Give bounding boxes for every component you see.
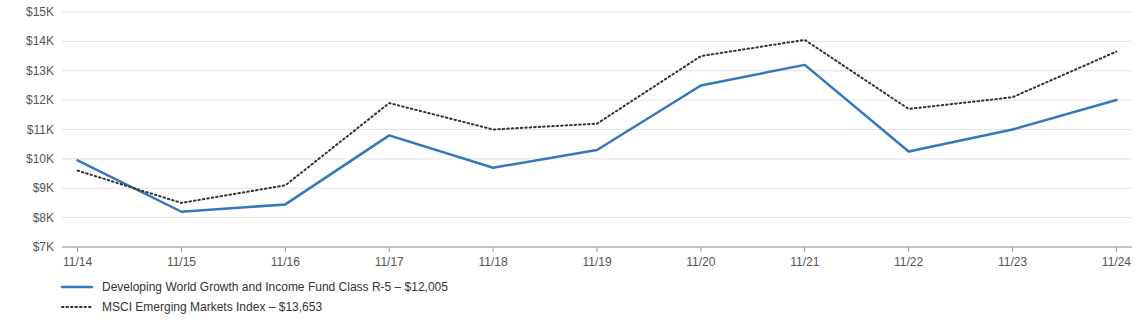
y-tick-label: $13K <box>26 64 54 78</box>
x-tick <box>77 247 78 252</box>
plot-area <box>78 40 1117 212</box>
y-tick-label: $11K <box>27 123 54 137</box>
legend-label: MSCI Emerging Markets Index – $13,653 <box>102 300 322 314</box>
legend-label: Developing World Growth and Income Fund … <box>102 280 448 294</box>
y-tick-label: $7K <box>33 240 54 254</box>
x-tick <box>804 247 805 252</box>
x-tick <box>1116 247 1117 252</box>
y-tick-label: $8K <box>33 211 54 225</box>
series-line <box>78 40 1117 203</box>
x-tick-label: 11/20 <box>686 255 715 269</box>
x-tick <box>597 247 598 252</box>
x-tick <box>1012 247 1013 252</box>
x-tick-label: 11/16 <box>271 255 300 269</box>
x-tick-label: 11/18 <box>479 255 508 269</box>
grid-line <box>62 129 1132 130</box>
y-tick-label: $9K <box>33 181 54 195</box>
x-tick <box>700 247 701 252</box>
chart-svg: $7K$8K$9K$10K$11K$12K$13K$14K$15K11/1411… <box>0 0 1146 331</box>
grid-line <box>62 217 1132 218</box>
grid-line <box>62 70 1132 71</box>
x-tick-label: 11/17 <box>375 255 404 269</box>
x-tick <box>181 247 182 252</box>
y-tick-label: $15K <box>26 5 54 19</box>
chart-container: $7K$8K$9K$10K$11K$12K$13K$14K$15K11/1411… <box>0 0 1146 331</box>
x-tick-label: 11/23 <box>998 255 1027 269</box>
x-tick <box>493 247 494 252</box>
legend-swatch <box>62 286 92 289</box>
x-tick-label: 11/21 <box>790 255 819 269</box>
legend-swatch <box>62 306 92 308</box>
x-tick-label: 11/24 <box>1102 255 1131 269</box>
x-tick <box>389 247 390 252</box>
x-tick-label: 11/22 <box>894 255 923 269</box>
grid-line <box>62 12 1132 13</box>
grid-line <box>62 41 1132 42</box>
x-axis: 11/14 11/15 11/16 11/17 11/18 11/19 11/20 11/21… <box>62 247 1132 269</box>
y-tick-label: $10K <box>26 152 54 166</box>
x-tick-label: 11/19 <box>582 255 611 269</box>
grid-line <box>62 100 1132 101</box>
grid-line <box>62 188 1132 189</box>
legend: Developing World Growth and Income Fund … <box>62 280 448 314</box>
y-axis: $7K $8K $9K $10K $11K $12K $13K $14K $15K <box>26 5 1132 254</box>
y-tick-label: $14K <box>26 34 54 48</box>
series-line <box>78 65 1117 212</box>
x-tick-label: 11/14 <box>63 255 92 269</box>
x-tick <box>285 247 286 252</box>
grid-line <box>62 158 1132 159</box>
y-tick-label: $12K <box>26 93 54 107</box>
x-tick-label: 11/15 <box>167 255 196 269</box>
x-tick <box>908 247 909 252</box>
